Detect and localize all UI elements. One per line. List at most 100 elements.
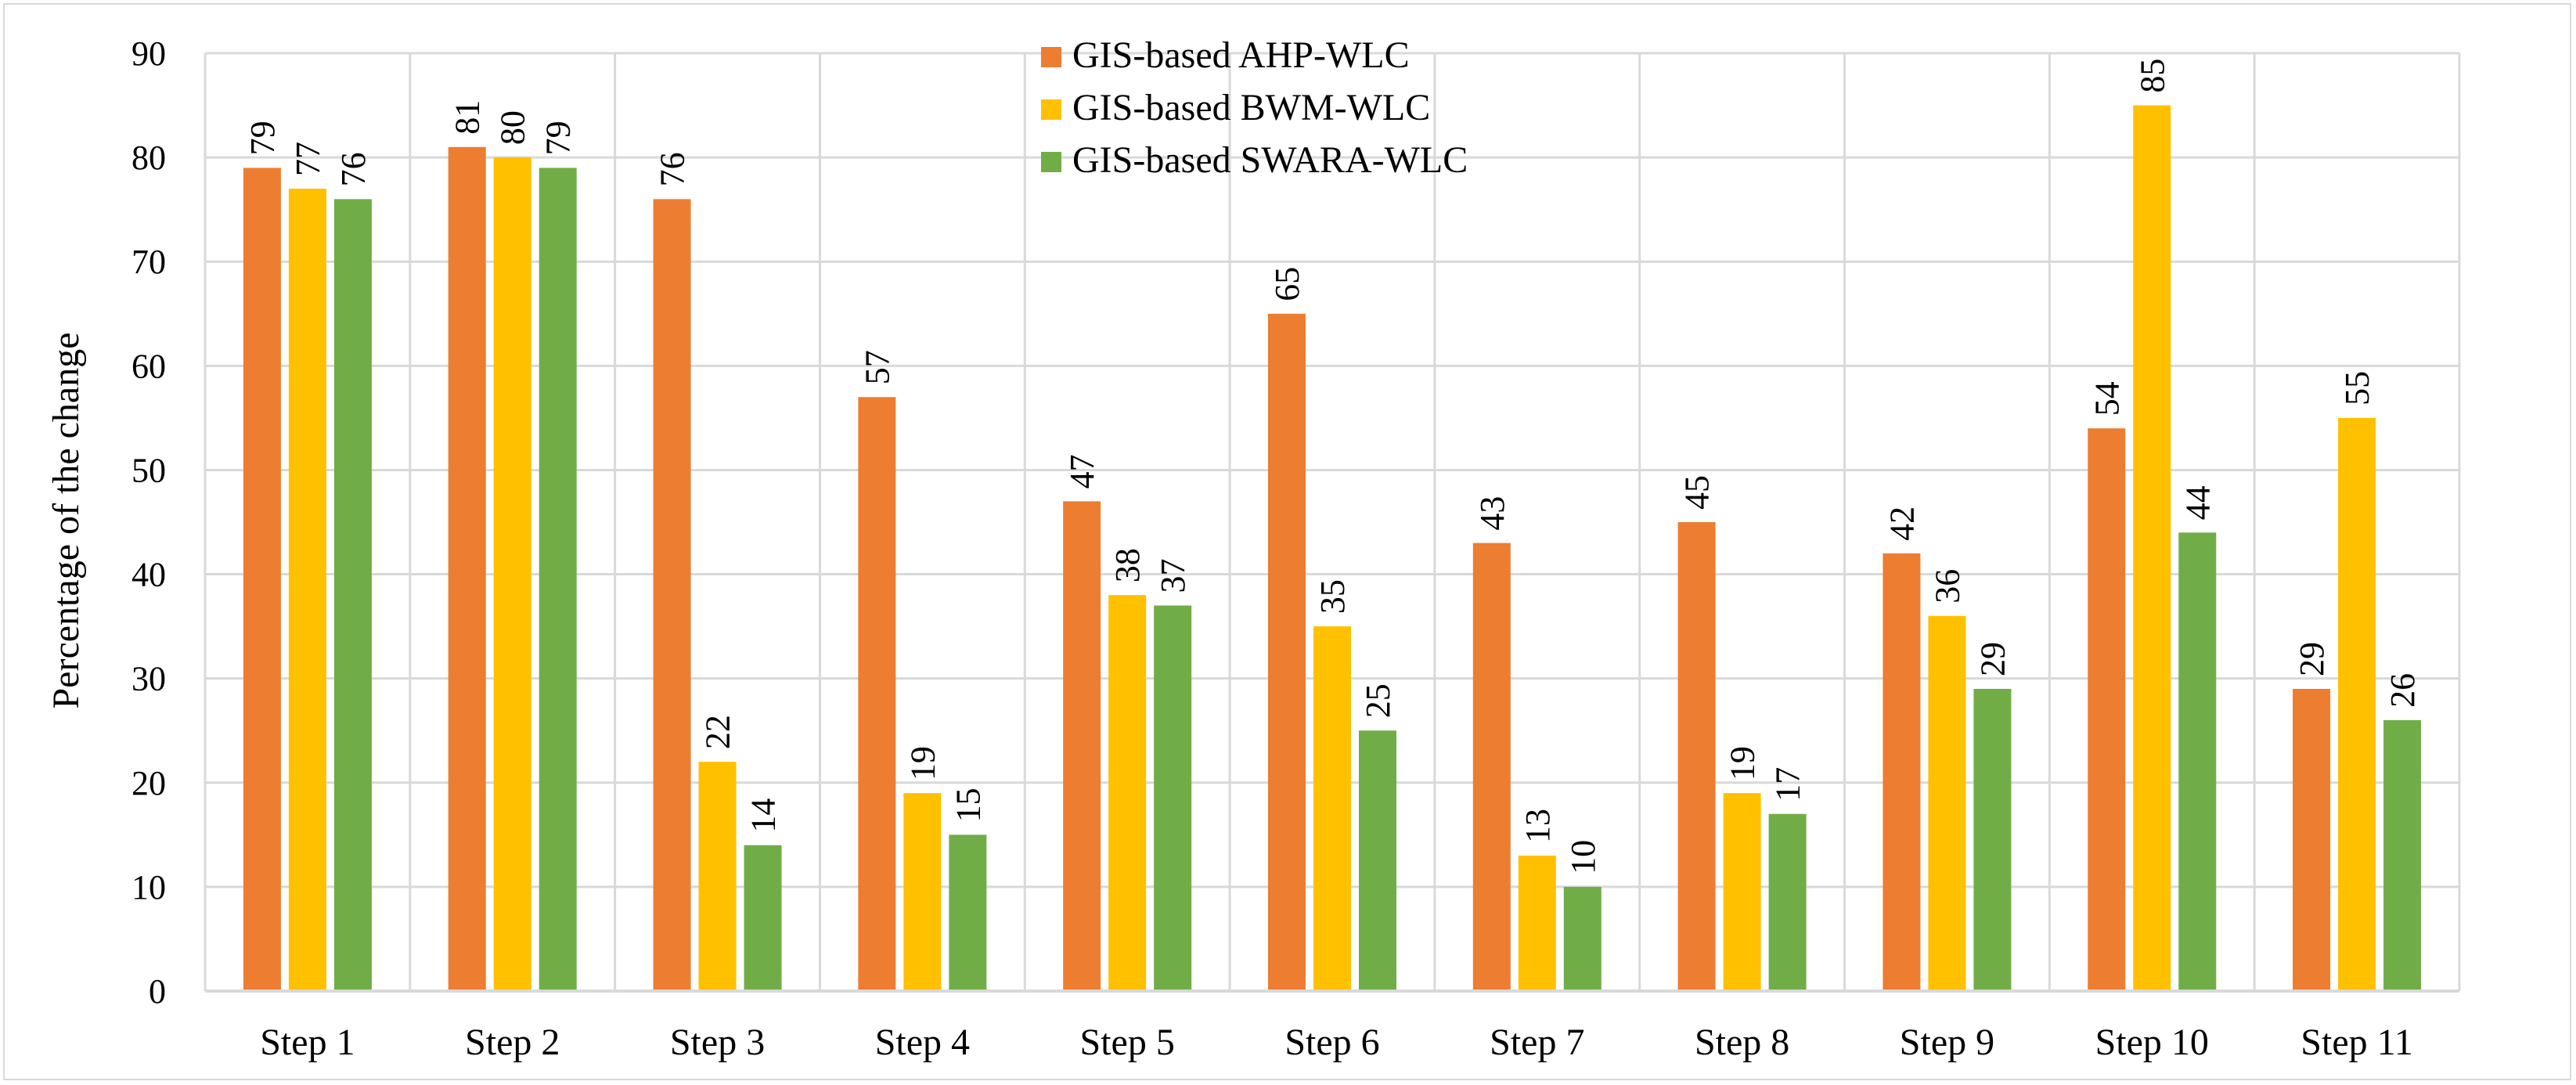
legend-label-series-1: GIS-based AHP-WLC	[1072, 34, 1410, 76]
y-tick-label: 30	[132, 660, 166, 698]
bar-step-11-series-3	[2383, 719, 2422, 991]
bar-step-8-series-3	[1768, 813, 1807, 991]
legend-label-series-3: GIS-based SWARA-WLC	[1072, 139, 1468, 181]
data-label: 45	[1678, 475, 1717, 510]
bar-step-7-series-1	[1472, 542, 1511, 991]
x-category-label: Step 9	[1900, 1022, 1994, 1063]
data-label: 35	[1313, 579, 1352, 614]
data-label: 19	[903, 746, 942, 780]
data-label: 55	[2338, 371, 2376, 406]
bar-step-10-series-3	[2178, 532, 2217, 991]
bar-step-1-series-1	[243, 168, 281, 991]
bar-step-1-series-3	[333, 199, 372, 991]
data-label: 80	[494, 110, 532, 145]
data-label: 17	[1769, 767, 1807, 802]
grid-lines	[204, 52, 2461, 991]
bar-step-2-series-1	[448, 146, 486, 991]
bar-step-9-series-3	[1973, 688, 2012, 991]
bar-step-3-series-3	[744, 845, 782, 991]
legend-label-series-2: GIS-based BWM-WLC	[1072, 87, 1430, 128]
data-label: 29	[2293, 642, 2331, 676]
data-label: 26	[2383, 673, 2422, 708]
y-tick-label: 40	[132, 556, 166, 594]
data-label: 38	[1108, 548, 1147, 582]
bar-step-4-series-2	[903, 793, 942, 991]
data-label: 19	[1724, 746, 1762, 780]
bar-step-11-series-1	[2293, 688, 2331, 991]
bar-step-1-series-2	[288, 189, 326, 992]
bar-step-4-series-1	[858, 397, 896, 991]
legend-swatch-series-3	[1041, 152, 1061, 172]
y-tick-label: 80	[132, 139, 166, 177]
bar-step-9-series-2	[1928, 615, 1966, 991]
bar-step-3-series-2	[698, 762, 737, 991]
y-tick-label: 0	[149, 972, 166, 1011]
data-label: 42	[1882, 506, 1921, 541]
bar-step-9-series-1	[1882, 553, 1921, 991]
legend-swatch-series-1	[1041, 47, 1061, 67]
data-label: 85	[2133, 59, 2171, 93]
bar-step-3-series-1	[653, 199, 691, 991]
y-tick-label: 20	[132, 764, 166, 802]
x-category-label: Step 3	[670, 1022, 765, 1063]
x-axis-category-labels: Step 1 Step 2 Step 3 Step 4 Step 5 Step 6 Step…	[260, 1022, 2413, 1063]
data-label: 29	[1973, 642, 2012, 676]
data-label: 57	[858, 350, 896, 384]
data-label: 13	[1519, 809, 1557, 843]
y-tick-label: 70	[132, 243, 166, 281]
data-label: 65	[1268, 267, 1306, 301]
data-label: 76	[654, 152, 692, 186]
bar-step-10-series-1	[2088, 428, 2126, 991]
bar-step-6-series-1	[1268, 313, 1306, 991]
bar-step-11-series-2	[2338, 417, 2376, 991]
bar-step-7-series-3	[1563, 886, 1601, 991]
data-label: 81	[449, 100, 487, 135]
data-label: 79	[243, 121, 282, 155]
data-label: 25	[1359, 683, 1397, 718]
data-label: 47	[1063, 454, 1101, 488]
y-tick-label: 60	[132, 347, 166, 385]
bar-step-6-series-2	[1313, 626, 1351, 991]
data-label: 14	[744, 798, 783, 833]
x-category-label: Step 1	[260, 1022, 355, 1063]
data-label: 43	[1473, 496, 1511, 531]
x-category-label: Step 11	[2300, 1022, 2413, 1063]
data-label: 36	[1928, 569, 1966, 604]
data-label: 77	[289, 142, 327, 176]
bar-step-4-series-3	[949, 834, 987, 991]
data-label: 10	[1564, 840, 1602, 874]
x-category-label: Step 6	[1284, 1022, 1379, 1063]
bar-step-6-series-3	[1359, 730, 1396, 991]
x-category-label: Step 2	[465, 1022, 560, 1063]
x-category-label: Step 7	[1490, 1022, 1584, 1063]
x-category-label: Step 8	[1695, 1022, 1789, 1063]
data-label: 44	[2178, 485, 2217, 520]
bar-step-8-series-2	[1723, 793, 1761, 991]
y-tick-label: 90	[132, 34, 166, 73]
data-label: 76	[334, 152, 373, 186]
x-category-label: Step 4	[875, 1022, 970, 1063]
legend: GIS-based AHP-WLC GIS-based BWM-WLC GIS-ba…	[1041, 34, 1468, 181]
bar-step-8-series-1	[1677, 522, 1716, 991]
bar-step-5-series-3	[1154, 605, 1192, 991]
y-axis-tick-labels: 0 10 20 30 40 50 60 70 80 90	[132, 34, 166, 1011]
bar-step-5-series-2	[1108, 595, 1147, 991]
bar-step-2-series-3	[539, 168, 577, 991]
data-label: 22	[699, 715, 737, 749]
x-category-label: Step 5	[1080, 1022, 1175, 1063]
y-tick-label: 10	[132, 868, 166, 907]
bar-step-2-series-2	[493, 157, 531, 992]
data-label: 79	[539, 121, 578, 155]
x-category-label: Step 10	[2095, 1022, 2209, 1063]
bar-step-5-series-1	[1063, 501, 1101, 991]
legend-swatch-series-2	[1041, 99, 1061, 120]
y-tick-label: 50	[132, 451, 166, 489]
data-label: 54	[2088, 381, 2126, 416]
data-label: 15	[949, 788, 987, 822]
bar-step-7-series-2	[1518, 855, 1556, 991]
data-label: 37	[1154, 558, 1192, 593]
bar-step-10-series-2	[2133, 105, 2171, 992]
y-axis-title: Percentage of the change	[45, 332, 87, 708]
